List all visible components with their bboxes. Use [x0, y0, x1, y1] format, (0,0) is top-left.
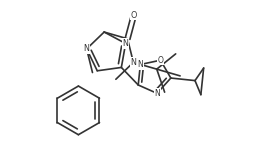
Text: N: N: [154, 89, 160, 98]
Text: O: O: [131, 11, 137, 20]
Text: N: N: [138, 60, 143, 69]
Text: N: N: [130, 58, 136, 67]
Text: N: N: [84, 44, 90, 53]
Text: N: N: [123, 39, 129, 48]
Text: O: O: [158, 56, 163, 65]
